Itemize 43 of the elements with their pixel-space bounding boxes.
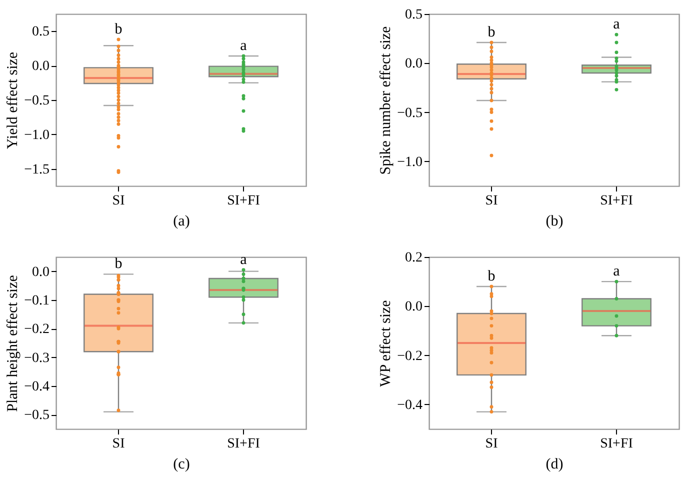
y-tick-label: −0.5 — [24, 94, 50, 108]
y-axis-title: Plant height effect size — [5, 274, 22, 412]
annotation: b — [114, 256, 122, 272]
y-tick-label: 0.2 — [405, 250, 422, 266]
annotation: a — [613, 16, 620, 33]
x-axis-title: (b) — [546, 214, 564, 230]
x-tick-label: SI — [485, 194, 498, 208]
x-axis-title: (d) — [546, 456, 564, 472]
x-tick-label: SI — [112, 194, 126, 208]
annotation: b — [488, 268, 496, 284]
y-axis-title: Spike number effect size — [378, 26, 394, 175]
x-axis-title: (a) — [173, 214, 190, 230]
y-tick-label: −1.0 — [397, 154, 422, 170]
y-tick-label: −1.5 — [24, 162, 50, 178]
annotation: a — [240, 38, 248, 54]
x-tick-label: SI+FI — [600, 194, 634, 208]
y-tick-label: −0.4 — [397, 398, 422, 413]
annotation: a — [613, 264, 620, 280]
y-tick-label: −0.3 — [24, 350, 50, 366]
y-tick-label: −0.5 — [397, 106, 422, 121]
annotation: a — [240, 252, 248, 268]
x-tick-label: SI+FI — [600, 436, 634, 452]
y-tick-label: 0.0 — [405, 300, 422, 315]
x-axis-title: (c) — [173, 456, 190, 472]
y-tick-label: 0.0 — [405, 56, 422, 72]
y-tick-label: −0.2 — [24, 322, 50, 338]
y-axis-title: WP effect size — [378, 300, 394, 387]
y-tick-label: −0.2 — [397, 348, 422, 364]
y-tick-label: 0.5 — [405, 8, 422, 22]
y-tick-label: −0.1 — [24, 294, 50, 308]
y-tick-label: 0.0 — [32, 264, 50, 280]
x-tick-label: SI+FI — [227, 436, 260, 452]
x-tick-label: SI+FI — [227, 194, 260, 208]
x-tick-label: SI — [485, 436, 498, 452]
y-tick-label: 0.0 — [32, 59, 50, 74]
annotation: b — [114, 21, 122, 38]
y-axis-title: Yield effect size — [5, 52, 22, 150]
y-tick-label: −0.4 — [24, 380, 50, 394]
y-tick-label: 0.5 — [32, 24, 50, 40]
y-tick-label: −1.0 — [24, 128, 50, 143]
y-tick-label: −0.5 — [24, 408, 50, 424]
x-tick-label: SI — [112, 436, 126, 452]
annotation: b — [488, 24, 496, 41]
